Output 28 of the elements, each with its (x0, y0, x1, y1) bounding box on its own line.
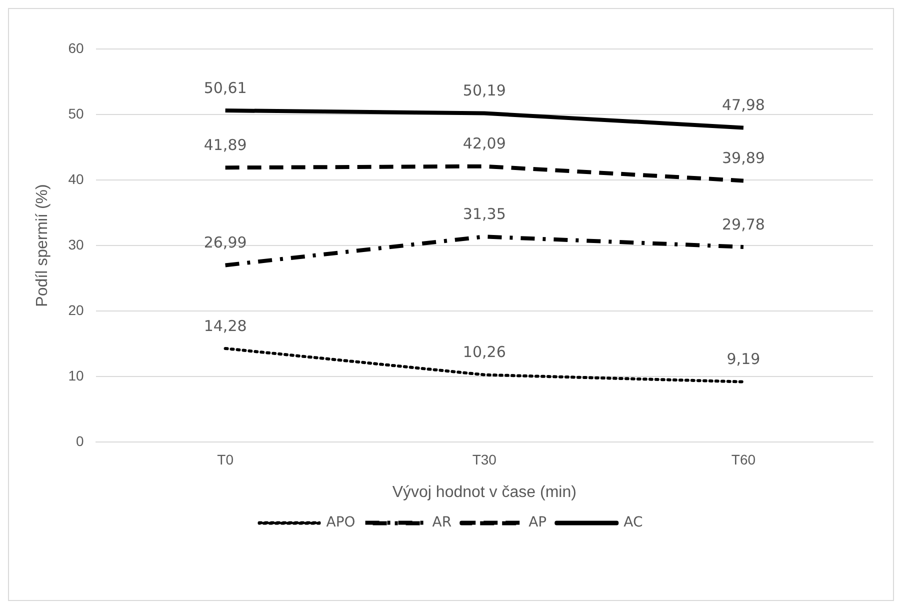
legend-label: AP (528, 514, 547, 531)
y-tick-label: 40 (68, 170, 84, 187)
data-label: 39,89 (722, 149, 765, 168)
data-label: 9,19 (726, 350, 760, 368)
y-tick-label: 0 (76, 432, 84, 449)
y-tick-label: 10 (68, 367, 84, 384)
data-label: 29,78 (722, 215, 765, 234)
y-axis-title: Podíl spermií (%) (34, 184, 52, 307)
data-label: 10,26 (462, 343, 506, 362)
x-tick-label: T60 (731, 451, 756, 468)
x-tick-label: T30 (472, 451, 497, 468)
data-label: 41,89 (204, 136, 247, 154)
y-tick-label: 60 (68, 40, 84, 56)
data-label: 50,61 (204, 78, 247, 97)
x-tick-label: T0 (217, 451, 234, 468)
data-label: 14,28 (204, 316, 247, 335)
y-tick-label: 50 (68, 105, 84, 122)
legend-label: APO (326, 514, 356, 531)
legend-label: AR (432, 514, 452, 531)
x-axis-title: Vývoj hodnot v čase (min) (392, 484, 576, 501)
data-label: 47,98 (722, 96, 765, 114)
data-label: 31,35 (462, 205, 506, 224)
data-label: 50,19 (462, 82, 506, 100)
data-label: 26,99 (204, 234, 247, 252)
data-label: 42,09 (462, 134, 506, 153)
y-tick-label: 30 (68, 236, 84, 252)
legend-label: AC (624, 514, 643, 531)
y-tick-label: 20 (68, 302, 84, 318)
